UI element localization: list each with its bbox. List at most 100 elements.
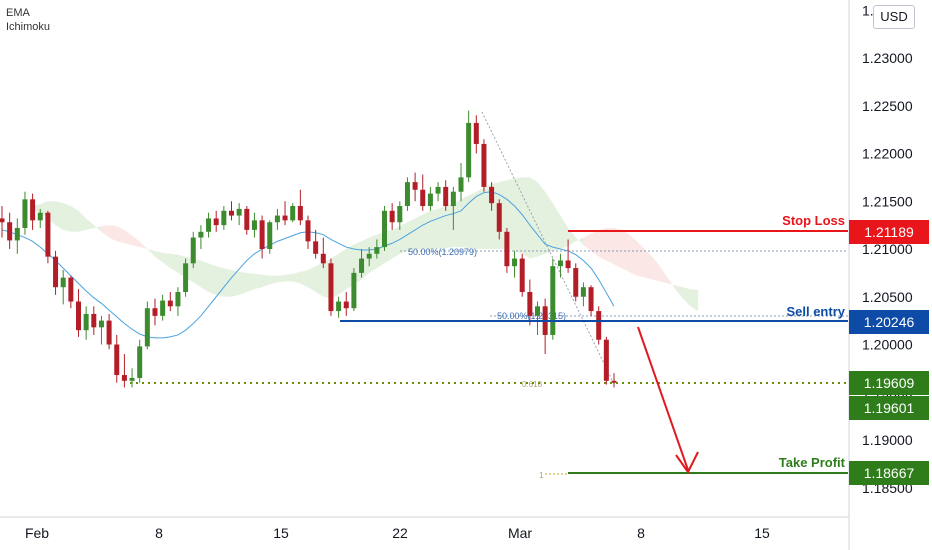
currency-button[interactable]: USD [873,5,915,29]
candle-body [290,206,296,221]
sell-entry-value: 1.20246 [864,314,915,330]
time-tick-label: Feb [25,525,49,541]
cloud-segment [132,235,140,248]
cloud-segment [285,273,293,282]
candle-body [412,182,418,190]
candle-body [320,253,326,264]
candle-body [611,380,617,383]
candle-body [336,301,342,312]
candle-body [305,220,311,242]
candle-body [596,311,602,340]
candle-body [519,258,525,292]
cloud-segment [453,199,461,248]
cloud-segment [591,229,599,257]
candle-body [7,222,13,241]
cloud-segment [139,241,148,249]
cloud-segment [575,237,584,246]
cloud-segment [468,191,477,249]
cloud-segment [116,226,125,244]
candle-body [504,231,510,267]
time-tick-label: Mar [508,525,532,541]
cloud-segment [422,210,431,249]
time-axis-ticks: Feb 8 15 22 Mar 8 15 [25,525,770,541]
candle-body [565,260,571,269]
candle-body [236,208,242,216]
time-tick-label: 8 [637,525,645,541]
cloud-segment [682,287,691,307]
take-profit-badge [849,461,929,485]
candle-body [137,346,143,378]
candle-body [450,191,456,207]
cloud-segment [369,234,377,273]
candle-body [343,301,349,309]
candle-body [244,208,250,230]
candle-body [458,177,464,192]
candle-body [512,258,518,267]
candle-body [206,218,212,232]
candle-body [527,291,533,316]
cloud-segment [239,271,247,295]
cloud-segment [63,203,71,232]
candle-body [274,215,280,223]
candle-body [267,222,273,249]
price-tick-label: 1.22500 [862,98,913,114]
candle-body [53,256,59,288]
cloud-segment [254,273,263,290]
price-tick-label: 1.23000 [862,50,913,66]
stop-loss-value: 1.21189 [864,224,914,240]
cloud-segment [614,227,622,269]
candle-body [397,206,403,223]
price-tick-label: 1.20500 [862,289,913,305]
cloud-segment [598,227,607,261]
candle-body [427,193,433,207]
cloud-segment [690,289,699,312]
cloud-segment [552,203,561,251]
candle-body [328,263,334,312]
candle-body [37,212,43,221]
cloud-segment [78,210,87,232]
indicator-legend: EMA Ichimoku [6,6,50,34]
cloud-segment [476,187,484,249]
cloud-segment [675,285,683,299]
cloud-segment [392,226,400,259]
cloud-segment [652,256,660,282]
take-profit-value: 1.18667 [864,465,915,481]
cloud-segment [231,270,240,297]
cloud-segment [560,215,569,249]
candle-body [382,210,387,248]
cloud-segment [514,177,523,254]
cloud-segment [109,225,117,242]
candle-body [359,258,365,273]
cloud-segment [644,249,653,280]
ichimoku-indicator-label[interactable]: Ichimoku [6,21,51,33]
fib-label-1: 1 [539,471,544,480]
cloud-segment [269,275,278,285]
last-price-value: 1.19601 [864,400,915,416]
price-tick-label: 1.19000 [862,432,913,448]
candle-body [297,206,303,221]
cloud-segment [537,182,546,257]
cloud-segment [568,227,576,247]
cloud-segment [522,177,530,259]
candle-body [129,377,135,381]
ema-indicator-label[interactable]: EMA [6,7,30,19]
cloud-segment [193,258,201,288]
candle-body [435,186,441,194]
cloud-segment [399,222,408,254]
time-tick-label: 15 [273,525,289,541]
candle-body [496,203,502,232]
candle-body [366,253,372,259]
price-badges: 1.21189 1.20246 1.19609 1.19601 1.18667 [849,220,929,485]
sell-arrow-shaft [637,326,689,471]
candle-body [198,231,204,238]
candle-body [152,308,158,316]
candle-body [98,320,104,328]
price-tick-label: 1.22000 [862,146,913,162]
cloud-segment [545,191,553,254]
candle-body [60,277,66,288]
cloud-segment [315,262,324,297]
candle-body [167,300,173,307]
candle-body [374,247,380,254]
stop-loss-badge [849,220,929,244]
